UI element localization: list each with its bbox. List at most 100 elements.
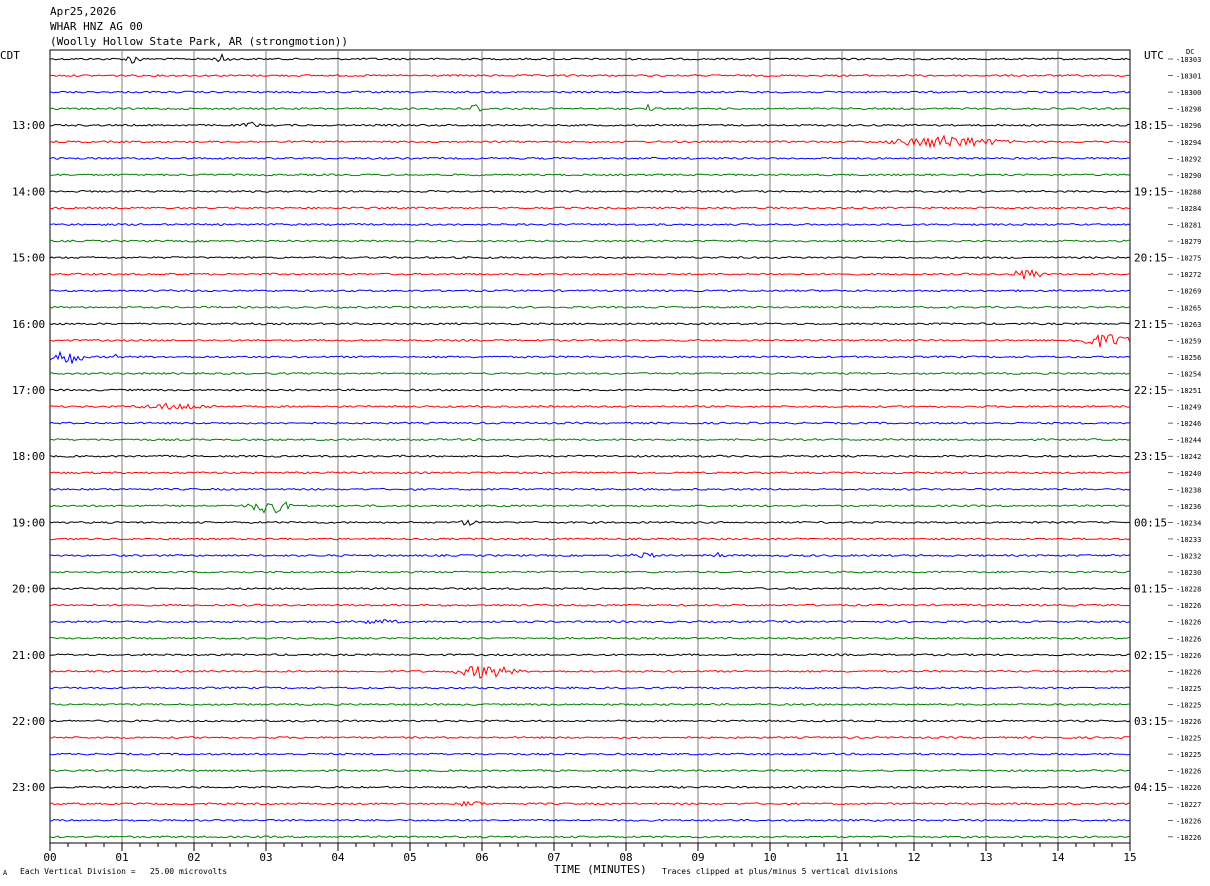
- trace-row: [49, 350, 1131, 364]
- trace-row: [49, 74, 1131, 78]
- dc-offset-label: -18259: [1176, 337, 1201, 345]
- utc-hour-label: 01:15: [1134, 583, 1167, 596]
- trace-row: [49, 454, 1131, 458]
- trace-row: [49, 53, 1131, 64]
- trace-row: [49, 421, 1131, 425]
- trace-row: [49, 752, 1131, 756]
- dc-offset-label: -18232: [1176, 553, 1201, 561]
- x-tick-label: 01: [115, 851, 128, 864]
- dc-offset-label: -18265: [1176, 304, 1201, 312]
- dc-offset-label: -18227: [1176, 801, 1201, 809]
- utc-hour-label: 23:15: [1134, 450, 1167, 463]
- x-tick-label: 07: [547, 851, 560, 864]
- trace-row: [49, 551, 1131, 558]
- x-tick-label: 08: [619, 851, 632, 864]
- trace-row: [49, 501, 1130, 514]
- grid-layer: [49, 49, 1131, 844]
- plot-frame: [49, 49, 1131, 844]
- trace-row: [49, 719, 1131, 723]
- x-tick-label: 03: [259, 851, 272, 864]
- trace-row: [49, 371, 1131, 375]
- cdt-hour-label: 16:00: [12, 318, 45, 331]
- dc-offset-label: -18242: [1176, 453, 1201, 461]
- right-timezone-label: UTC: [1144, 49, 1164, 62]
- cdt-hour-label: 22:00: [12, 715, 45, 728]
- trace-row: [49, 239, 1131, 243]
- trace-row: [49, 90, 1131, 94]
- trace-row: [49, 189, 1131, 193]
- trace-row: [49, 570, 1131, 574]
- trace-row: [49, 835, 1131, 839]
- dc-offset-label: -18303: [1176, 56, 1201, 64]
- utc-hour-label: 02:15: [1134, 649, 1167, 662]
- dc-offset-label: -18225: [1176, 735, 1201, 743]
- trace-row: [49, 487, 1131, 491]
- trace-row: [49, 471, 1131, 475]
- station-location: (Woolly Hollow State Park, AR (strongmot…: [50, 35, 349, 48]
- dc-offset-label: -18226: [1176, 834, 1201, 842]
- trace-row: [49, 686, 1131, 690]
- dc-offset-label: -18230: [1176, 569, 1201, 577]
- trace-row: [49, 537, 1131, 541]
- cdt-hour-label: 14:00: [12, 185, 45, 198]
- corner-mark: A: [3, 869, 8, 877]
- trace-row: [49, 636, 1131, 640]
- dc-offset-label: -18298: [1176, 106, 1201, 114]
- trace-row: [49, 268, 1131, 280]
- utc-hour-label: 20:15: [1134, 252, 1167, 265]
- dc-offset-label: -18225: [1176, 685, 1201, 693]
- trace-row: [49, 289, 1131, 293]
- dc-offset-label: -18225: [1176, 751, 1201, 759]
- x-axis: 00 01 02 03 04 05 06 07 08 09 10 11 12 13 14 15: [43, 842, 1137, 864]
- dc-offset-label: -18288: [1176, 188, 1201, 196]
- trace-row: [49, 702, 1130, 706]
- trace-row: [49, 134, 1130, 149]
- traces-layer: [49, 53, 1131, 839]
- x-tick-label: 14: [1051, 851, 1065, 864]
- dc-offset-label: -18251: [1176, 387, 1201, 395]
- cdt-hour-label: 13:00: [12, 119, 45, 132]
- trace-row: [49, 222, 1131, 227]
- dc-offset-label: -18284: [1176, 205, 1201, 213]
- trace-row: [49, 736, 1130, 740]
- trace-row: [49, 305, 1131, 309]
- dc-offset-label: -18281: [1176, 222, 1201, 230]
- dc-offset-label: -18225: [1176, 701, 1201, 709]
- cdt-hour-label: 19:00: [12, 516, 45, 529]
- x-tick-label: 10: [763, 851, 776, 864]
- dc-offset-label: -18249: [1176, 404, 1201, 412]
- x-tick-label: 12: [907, 851, 920, 864]
- utc-hour-label: 19:15: [1134, 185, 1167, 198]
- x-tick-label: 11: [835, 851, 848, 864]
- dc-offset-label: -18301: [1176, 73, 1201, 81]
- left-timezone-label: CDT: [0, 49, 20, 62]
- dc-offset-label: -18256: [1176, 354, 1201, 362]
- dc-offset-label: -18254: [1176, 370, 1201, 378]
- trace-row: [49, 256, 1131, 260]
- x-axis-label: TIME (MINUTES): [554, 863, 647, 876]
- cdt-hour-label: 15:00: [12, 252, 45, 265]
- x-tick-label: 04: [331, 851, 345, 864]
- dc-offset-label: -18234: [1176, 519, 1201, 527]
- x-tick-label: 09: [691, 851, 704, 864]
- dc-offset-label: -18226: [1176, 784, 1201, 792]
- cdt-hour-label: 23:00: [12, 781, 45, 794]
- trace-row: [49, 818, 1131, 822]
- trace-row: [49, 519, 1131, 527]
- cdt-hour-label: 21:00: [12, 649, 45, 662]
- trace-row: [49, 619, 1131, 625]
- cdt-hour-label: 18:00: [12, 450, 45, 463]
- dc-offset-label: -18238: [1176, 486, 1201, 494]
- dc-offset-label: -18233: [1176, 536, 1201, 544]
- dc-offset-label: -18226: [1176, 718, 1201, 726]
- trace-row: [49, 173, 1131, 177]
- dc-offset-label: -18300: [1176, 89, 1201, 97]
- cdt-hour-label: 20:00: [12, 583, 45, 596]
- chart-date: Apr25,2026: [50, 5, 117, 18]
- dc-offset-label: -18240: [1176, 470, 1201, 478]
- trace-row: [49, 769, 1131, 773]
- dc-offset-label: -18292: [1176, 155, 1201, 163]
- trace-row: [49, 388, 1131, 392]
- dc-offset-label: -18272: [1176, 271, 1201, 279]
- dc-offset-label: -18263: [1176, 321, 1201, 329]
